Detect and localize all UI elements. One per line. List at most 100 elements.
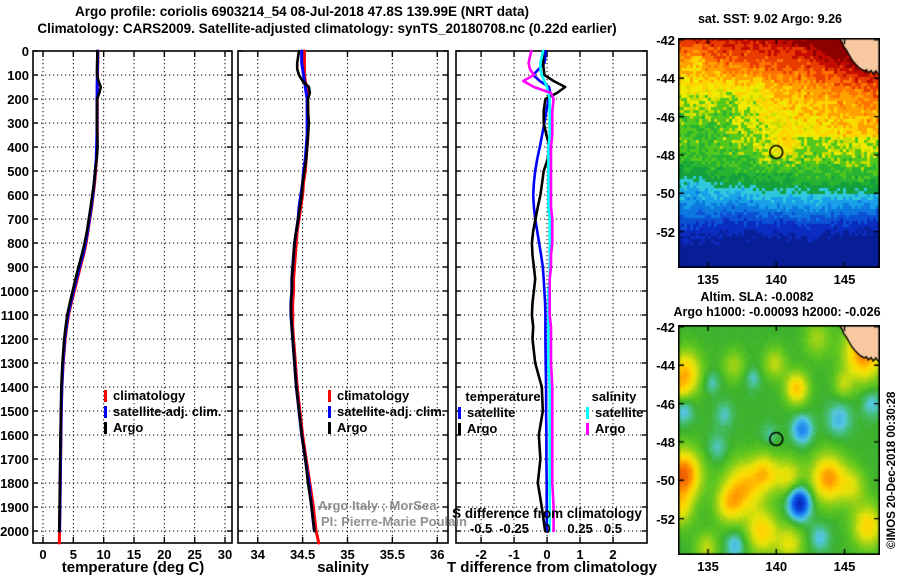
- tick-label: 100: [7, 68, 29, 83]
- tick-label: 200: [7, 92, 29, 107]
- tick-label: -48: [656, 434, 675, 450]
- tick-label: 2000: [0, 524, 29, 539]
- tick-label: -50: [656, 473, 675, 489]
- tick-label: 145: [833, 272, 856, 287]
- legend-item-climatology: climatology: [104, 388, 221, 404]
- s-difference-axis-label: S difference from climatology: [452, 506, 642, 521]
- tick-label: 1700: [0, 452, 29, 467]
- legend-label: Argo: [467, 421, 498, 436]
- tick-label: 1400: [0, 380, 29, 395]
- temperature-legend: climatology satellite-adj. clim. Argo: [104, 388, 221, 436]
- tick-label: 1500: [0, 404, 29, 419]
- tick-label: 300: [7, 116, 29, 131]
- credit-line1: Argo Italy ; MorSea: [318, 498, 437, 513]
- t-difference-xaxis-label: T difference from climatology: [446, 559, 658, 576]
- t-argo-marker-icon: [458, 423, 461, 435]
- tick-label: 1800: [0, 476, 29, 491]
- tick-label: -50: [656, 186, 675, 202]
- tick-label: 34: [250, 547, 265, 562]
- legend-item-argo: Argo: [104, 420, 221, 436]
- tick-label: 0.25: [567, 521, 593, 536]
- legend-item-t-argo: Argo: [458, 421, 515, 437]
- tick-label: -0.5: [469, 521, 493, 536]
- sst-map-canvas: [678, 38, 880, 268]
- satellite-adj-clim-marker-icon: [104, 406, 107, 418]
- tick-label: 0: [543, 547, 551, 562]
- tick-label: 0: [39, 547, 47, 562]
- tick-label: 36: [429, 547, 445, 562]
- difference-salinity-legend-header: salinity: [591, 389, 637, 404]
- tick-label: 30: [217, 547, 233, 562]
- tick-label: 1600: [0, 428, 29, 443]
- legend-item-satellite-adj-clim: satellite-adj. clim.: [104, 404, 221, 420]
- tick-label: -44: [656, 71, 675, 87]
- difference-temperature-legend: satellite Argo: [458, 405, 515, 437]
- legend-label: satellite-adj. clim.: [113, 404, 222, 419]
- tick-label: 35.5: [379, 547, 405, 562]
- tick-label: 900: [7, 260, 29, 275]
- tick-label: 1000: [0, 284, 29, 299]
- tick-label: 25: [187, 547, 202, 562]
- tick-label: 800: [7, 236, 29, 251]
- tick-label: 2: [609, 547, 617, 562]
- s-satellite-marker-icon: [586, 407, 589, 419]
- credit-line2: PI: Pierre-Marie Poulain: [321, 514, 467, 529]
- sla-map-title-line1: Altim. SLA: -0.0082: [700, 290, 814, 304]
- tick-label: -52: [656, 224, 675, 240]
- climatology-marker-icon: [104, 390, 107, 402]
- legend-label: Argo: [113, 420, 144, 435]
- tick-label: 1300: [0, 356, 29, 371]
- legend-label: Argo: [337, 420, 368, 435]
- legend-label: satellite: [595, 405, 644, 420]
- figure-title-line1: Argo profile: coriolis 6903214_54 08-Jul…: [75, 4, 529, 19]
- tick-label: 0.5: [603, 521, 623, 536]
- tick-label: -52: [656, 511, 675, 527]
- difference-temperature-legend-header: temperature: [465, 389, 541, 404]
- tick-label: 15: [126, 547, 142, 562]
- tick-label: 10: [96, 547, 111, 562]
- tick-label: -1: [508, 547, 520, 562]
- sst-map-title: sat. SST: 9.02 Argo: 9.26: [697, 12, 843, 26]
- tick-label: 1200: [0, 332, 29, 347]
- argo-marker-icon: [328, 422, 331, 434]
- tick-label: 700: [7, 212, 29, 227]
- legend-item-climatology: climatology: [328, 388, 445, 404]
- legend-label: climatology: [337, 388, 410, 403]
- tick-label: -0.25: [499, 521, 529, 536]
- tick-label: 0: [21, 44, 29, 59]
- legend-item-s-satellite: satellite: [586, 405, 643, 421]
- tick-label: -46: [656, 109, 675, 125]
- figure-title-line2: Climatology: CARS2009. Satellite-adjuste…: [37, 21, 617, 36]
- legend-item-s-argo: Argo: [586, 421, 643, 437]
- legend-label: Argo: [595, 421, 626, 436]
- tick-label: 1900: [0, 500, 29, 515]
- legend-item-argo: Argo: [328, 420, 445, 436]
- tick-label: 1100: [0, 308, 29, 323]
- tick-label: 400: [7, 140, 29, 155]
- t-satellite-marker-icon: [458, 407, 461, 419]
- tick-label: 135: [697, 272, 719, 287]
- sla-map-canvas: [678, 325, 880, 555]
- temperature-xaxis-label: temperature (deg C): [61, 559, 205, 576]
- tick-label: 600: [7, 188, 29, 203]
- climatology-marker-icon: [328, 390, 331, 402]
- difference-salinity-legend: satellite Argo: [586, 405, 643, 437]
- s-argo-marker-icon: [586, 423, 589, 435]
- tick-label: -46: [656, 396, 675, 412]
- legend-label: satellite: [467, 405, 516, 420]
- legend-item-satellite-adj-clim: satellite-adj. clim.: [328, 404, 445, 420]
- tick-label: -42: [656, 32, 675, 48]
- tick-label: 5: [69, 547, 77, 562]
- tick-label: 0: [543, 521, 551, 536]
- tick-label: -2: [475, 547, 487, 562]
- legend-label: climatology: [113, 388, 186, 403]
- tick-label: 145: [833, 559, 856, 574]
- tick-label: 20: [157, 547, 172, 562]
- tick-label: 140: [765, 272, 788, 287]
- tick-label: 34.5: [289, 547, 316, 562]
- argo-marker-icon: [104, 422, 107, 434]
- imos-watermark: ©IMOS 20-Dec-2018 00:30:28: [886, 391, 898, 549]
- salinity-xaxis-label: salinity: [317, 559, 369, 576]
